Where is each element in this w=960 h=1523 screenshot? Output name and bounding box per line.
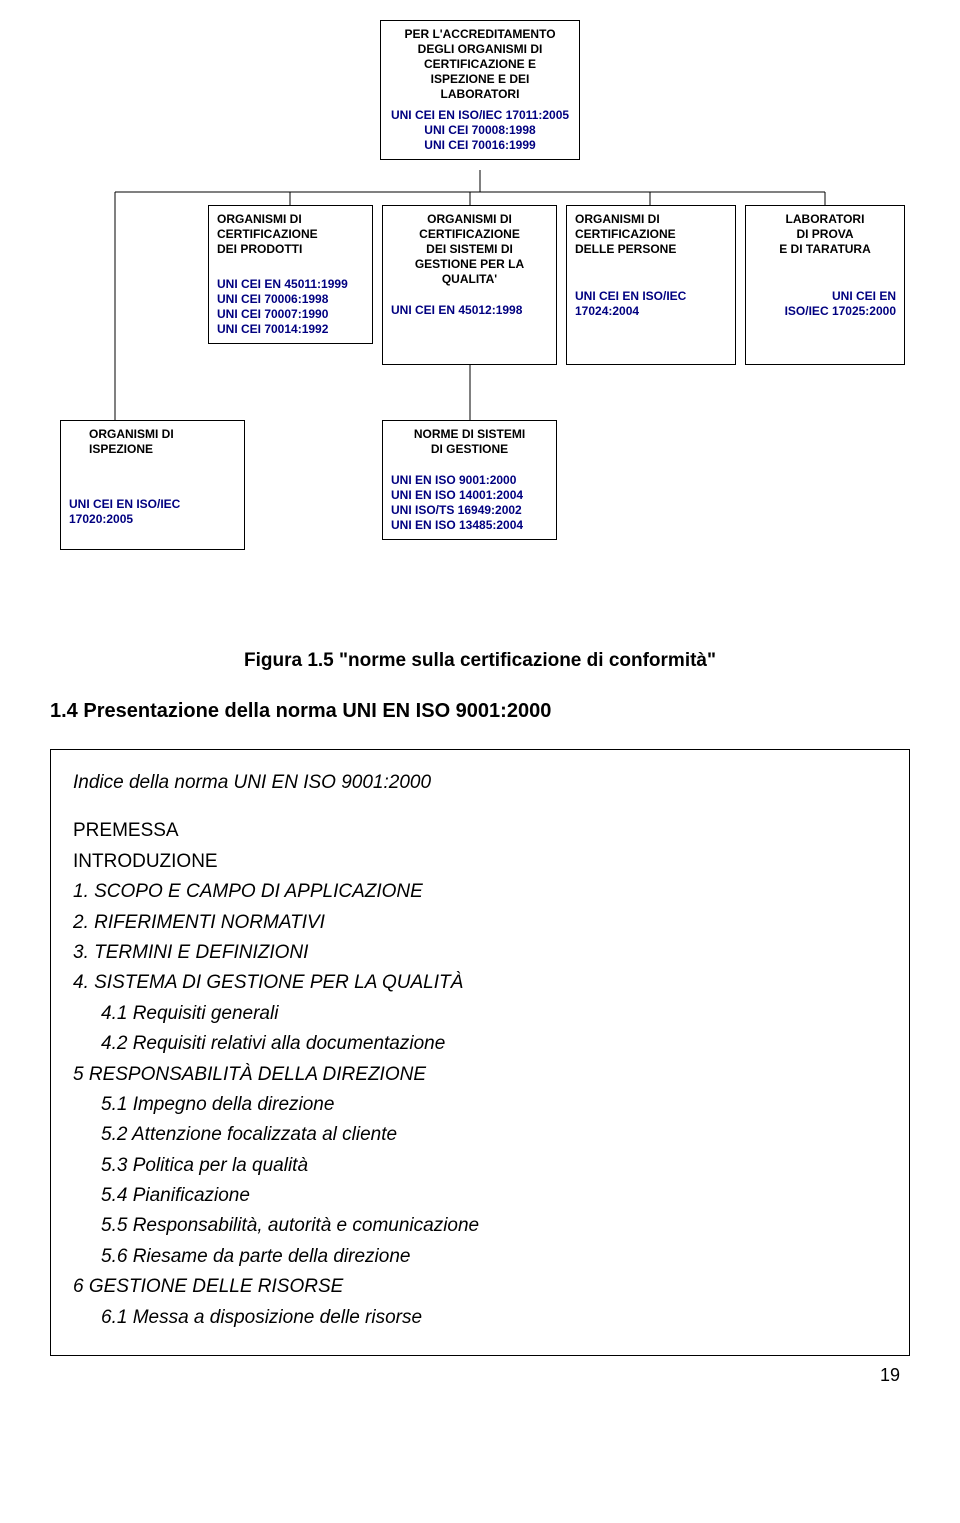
node-title: ORGANISMI DI ISPEZIONE [69,427,236,457]
node-title: LABORATORI DI PROVA E DI TARATURA [754,212,896,257]
node-title: NORME DI SISTEMI DI GESTIONE [391,427,548,457]
index-line: 5.2 Attenzione focalizzata al cliente [73,1120,887,1150]
node-standards: UNI CEI EN ISO/IEC 17011:2005 UNI CEI 70… [389,108,571,153]
index-line: 3. TERMINI E DEFINIZIONI [73,938,887,968]
index-line: 5.4 Pianificazione [73,1181,887,1211]
node-standards: UNI CEI EN ISO/IEC 17020:2005 [69,497,236,527]
index-lines: PREMESSAINTRODUZIONE1. SCOPO E CAMPO DI … [73,816,887,1333]
index-line: 5.1 Impegno della direzione [73,1090,887,1120]
diagram-node-cert-prodotti: ORGANISMI DI CERTIFICAZIONE DEI PRODOTTI… [208,205,373,344]
page-number: 19 [880,1365,900,1386]
index-line: 4.2 Requisiti relativi alla documentazio… [73,1029,887,1059]
diagram-node-laboratori: LABORATORI DI PROVA E DI TARATURA UNI CE… [745,205,905,365]
diagram-node-norme-sistemi: NORME DI SISTEMI DI GESTIONE UNI EN ISO … [382,420,557,540]
index-line: 4.1 Requisiti generali [73,999,887,1029]
diagram-node-cert-sistemi: ORGANISMI DI CERTIFICAZIONE DEI SISTEMI … [382,205,557,365]
node-title: ORGANISMI DI CERTIFICAZIONE DELLE PERSON… [575,212,727,257]
node-title: ORGANISMI DI CERTIFICAZIONE DEI PRODOTTI [217,212,364,257]
diagram-node-ispezione: ORGANISMI DI ISPEZIONE UNI CEI EN ISO/IE… [60,420,245,550]
diagram-node-top: PER L'ACCREDITAMENTO DEGLI ORGANISMI DI … [380,20,580,160]
page: PER L'ACCREDITAMENTO DEGLI ORGANISMI DI … [0,0,960,1396]
index-line: 2. RIFERIMENTI NORMATIVI [73,908,887,938]
index-line: 5 RESPONSABILITÀ DELLA DIREZIONE [73,1060,887,1090]
node-title: PER L'ACCREDITAMENTO DEGLI ORGANISMI DI … [389,27,571,102]
index-line: INTRODUZIONE [73,847,887,877]
index-box: Indice della norma UNI EN ISO 9001:2000 … [50,749,910,1356]
node-title: ORGANISMI DI CERTIFICAZIONE DEI SISTEMI … [391,212,548,287]
node-standards: UNI CEI EN 45011:1999 UNI CEI 70006:1998… [217,277,364,337]
index-line: 6 GESTIONE DELLE RISORSE [73,1272,887,1302]
node-standards: UNI CEI EN ISO/IEC 17025:2000 [754,289,896,319]
diagram-node-cert-persone: ORGANISMI DI CERTIFICAZIONE DELLE PERSON… [566,205,736,365]
index-line: 6.1 Messa a disposizione delle risorse [73,1303,887,1333]
index-line: PREMESSA [73,816,887,846]
index-line: 4. SISTEMA DI GESTIONE PER LA QUALITÀ [73,968,887,998]
index-line: 1. SCOPO E CAMPO DI APPLICAZIONE [73,877,887,907]
index-line: 5.5 Responsabilità, autorità e comunicaz… [73,1211,887,1241]
org-diagram: PER L'ACCREDITAMENTO DEGLI ORGANISMI DI … [50,20,910,620]
figure-caption: Figura 1.5 "norme sulla certificazione d… [50,650,910,672]
index-title: Indice della norma UNI EN ISO 9001:2000 [73,768,887,798]
node-standards: UNI CEI EN ISO/IEC 17024:2004 [575,289,727,319]
index-line: 5.3 Politica per la qualità [73,1151,887,1181]
node-standards: UNI CEI EN 45012:1998 [391,303,548,318]
index-line: 5.6 Riesame da parte della direzione [73,1242,887,1272]
node-standards: UNI EN ISO 9001:2000 UNI EN ISO 14001:20… [391,473,548,533]
section-heading: 1.4 Presentazione della norma UNI EN ISO… [50,700,910,723]
